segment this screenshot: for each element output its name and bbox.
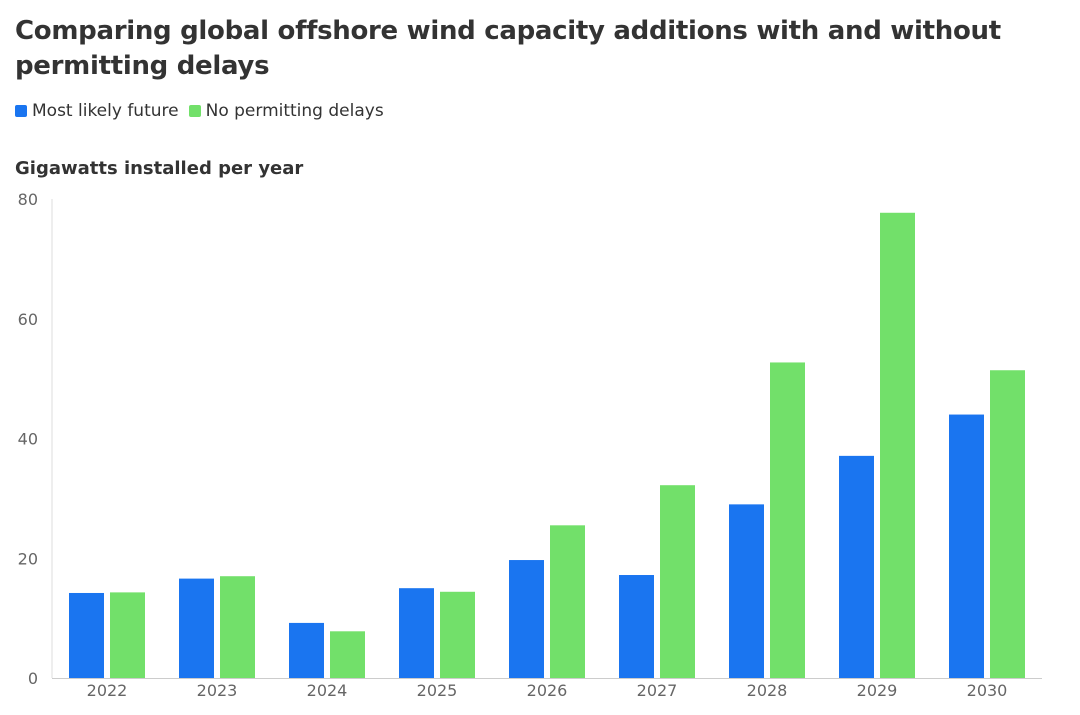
legend-swatch-no-delays [188, 105, 201, 117]
x-tick-label: 2029 [857, 681, 898, 700]
bar-no-delays-2027 [660, 485, 695, 678]
x-tick-label: 2022 [87, 681, 128, 700]
x-tick-label: 2026 [527, 681, 568, 700]
y-axis-title: Gigawatts installed per year [15, 158, 304, 179]
legend-label-most-likely: Most likely future [32, 101, 179, 121]
bar-no-delays-2026 [550, 525, 585, 678]
bar-no-delays-2025 [440, 591, 475, 678]
bar-no-delays-2022 [110, 592, 145, 678]
bar-most-likely-2026 [509, 560, 544, 678]
x-tick-label: 2025 [417, 681, 458, 700]
x-tick-label: 2024 [307, 681, 348, 700]
y-tick-label: 20 [18, 549, 38, 568]
bar-no-delays-2024 [330, 631, 365, 678]
x-tick-label: 2030 [967, 681, 1008, 700]
bar-most-likely-2028 [729, 504, 764, 678]
y-tick-label: 0 [28, 669, 38, 688]
x-tick-label: 2027 [637, 681, 678, 700]
x-tick-label: 2023 [197, 681, 238, 700]
x-tick-label: 2028 [747, 681, 788, 700]
bar-no-delays-2029 [880, 212, 915, 679]
bar-most-likely-2030 [949, 414, 984, 678]
legend-item-no-delays: No permitting delays [188, 101, 384, 121]
legend-item-most-likely: Most likely future [15, 101, 179, 121]
bar-most-likely-2025 [399, 588, 434, 678]
chart-title: Comparing global offshore wind capacity … [15, 16, 1001, 81]
bar-most-likely-2029 [839, 455, 874, 678]
bar-no-delays-2028 [770, 362, 805, 678]
bar-no-delays-2030 [990, 370, 1025, 678]
y-tick-label: 40 [18, 430, 38, 449]
bar-most-likely-2027 [619, 575, 654, 678]
legend-swatch-most-likely [15, 105, 27, 117]
bar-no-delays-2023 [220, 576, 255, 678]
bar-most-likely-2023 [179, 578, 214, 678]
y-tick-label: 80 [18, 190, 38, 209]
legend-label-no-delays: No permitting delays [205, 101, 384, 121]
bar-most-likely-2022 [69, 592, 104, 678]
bar-most-likely-2024 [289, 622, 324, 678]
legend: Most likely future No permitting delays [15, 101, 394, 121]
y-tick-label: 60 [18, 310, 38, 329]
